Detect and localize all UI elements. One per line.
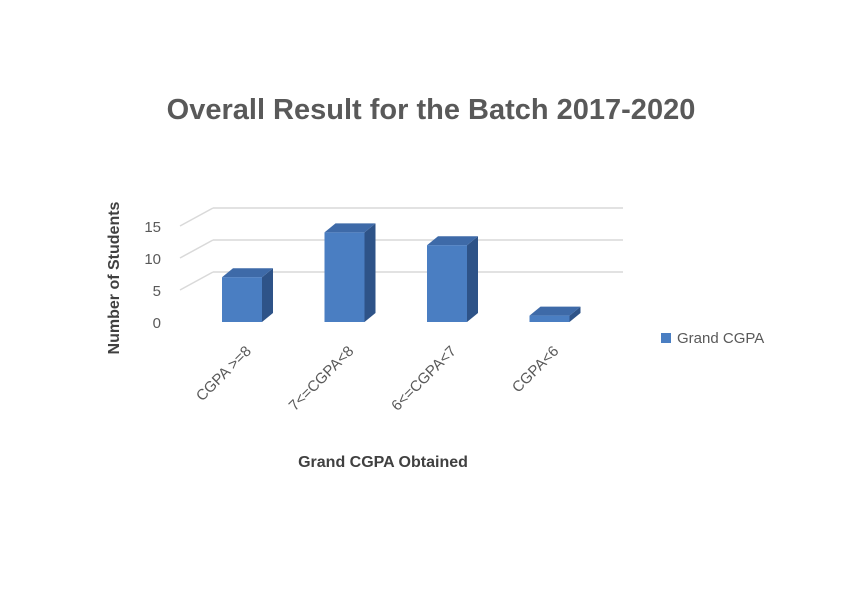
bar (222, 268, 273, 322)
y-tick-label: 10 (144, 251, 161, 268)
gridline-depth (179, 207, 214, 227)
y-tick-label: 15 (144, 219, 161, 236)
bar-top (427, 236, 478, 246)
chart-title: Overall Result for the Batch 2017-2020 (167, 94, 696, 126)
gridline-depth (179, 239, 214, 259)
x-axis-title: Grand CGPA Obtained (298, 454, 468, 471)
x-tick-label: 7<=CGPA<8 (286, 343, 358, 415)
y-tick-label: 5 (153, 283, 161, 300)
legend-swatch (661, 333, 671, 343)
x-tick-label: 6<=CGPA<7 (388, 343, 460, 415)
grid (179, 207, 623, 291)
bar-side (364, 223, 376, 322)
x-tick-label: CGPA<6 (509, 343, 562, 396)
y-tick-label: 0 (153, 315, 161, 332)
bar-side (569, 306, 581, 322)
bar-top (222, 268, 273, 278)
bar-front (529, 315, 570, 322)
bar-side (467, 236, 478, 322)
bar-front (222, 277, 262, 322)
y-axis-title: Number of Students (106, 201, 123, 354)
bar-top (529, 306, 581, 316)
bar-side (262, 268, 273, 322)
bar (324, 223, 376, 322)
x-tick-label: CGPA >=8 (193, 343, 255, 405)
y-axis-ticks: 0 5 10 15 (144, 219, 161, 332)
legend-label: Grand CGPA (677, 330, 764, 347)
bar (529, 306, 581, 322)
x-axis-ticks: CGPA >=8 7<=CGPA<8 6<=CGPA<7 CGPA<6 (193, 343, 562, 415)
legend: Grand CGPA (661, 330, 764, 347)
gridline-depth (179, 271, 214, 291)
bars (222, 223, 581, 322)
bar (427, 236, 478, 322)
bar-top (324, 223, 376, 233)
bar-front (324, 232, 365, 322)
bar-front (427, 245, 467, 322)
